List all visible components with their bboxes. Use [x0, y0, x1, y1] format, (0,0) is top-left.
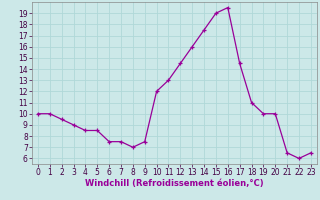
- X-axis label: Windchill (Refroidissement éolien,°C): Windchill (Refroidissement éolien,°C): [85, 179, 264, 188]
